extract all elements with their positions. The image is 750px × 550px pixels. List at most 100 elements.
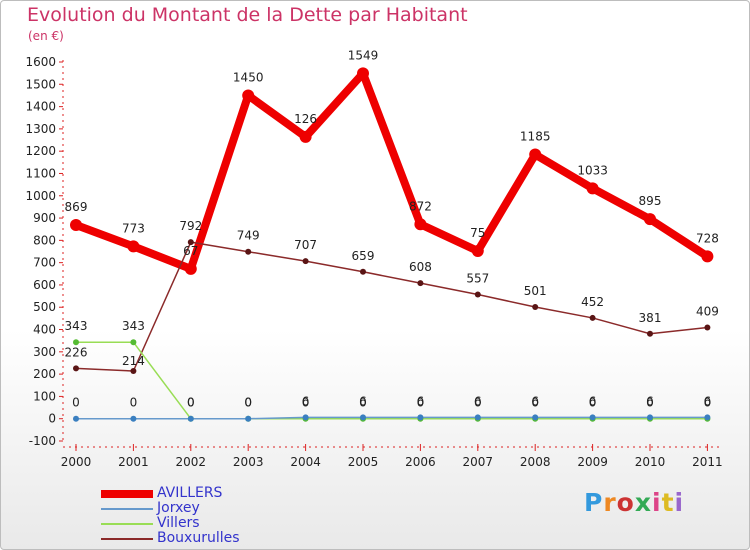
x-tick-label: 2011 <box>692 455 723 469</box>
legend-label-jorxey: Jorxey <box>157 500 200 516</box>
data-label-villers: 0 <box>531 396 539 410</box>
data-point-avillers <box>644 213 656 226</box>
data-point-bouxurulles <box>647 330 653 337</box>
data-point-bouxurulles <box>245 248 252 255</box>
data-label-jorxey: 0 <box>244 396 252 410</box>
data-label-bouxurulles: 557 <box>466 272 489 286</box>
data-label-bouxurulles: 501 <box>524 284 547 298</box>
data-label-jorxey: 6 <box>704 394 712 408</box>
series-line-bouxurulles <box>75 241 709 372</box>
data-label-villers: 343 <box>65 319 88 333</box>
data-label-avillers: 869 <box>65 200 88 214</box>
data-label-villers: 0 <box>359 396 367 410</box>
data-label-avillers: 1033 <box>577 163 608 177</box>
y-tick-label: -100 <box>29 434 56 448</box>
data-label-jorxey: 6 <box>474 394 482 408</box>
data-label-villers: 0 <box>589 396 597 410</box>
data-point-avillers <box>242 89 255 102</box>
y-tick-label: 800 <box>33 233 56 247</box>
y-tick-label: 1600 <box>25 55 56 69</box>
data-label-bouxurulles: 792 <box>179 219 202 233</box>
data-point-avillers <box>701 250 714 263</box>
data-label-villers: 0 <box>417 396 425 410</box>
y-tick-label: 1200 <box>25 144 56 158</box>
data-point-jorxey <box>474 414 481 421</box>
series-line-avillers <box>72 69 712 273</box>
x-tick-label: 2001 <box>118 455 149 469</box>
x-tick-label: 2000 <box>61 455 92 469</box>
legend-swatch-bouxurulles <box>101 538 153 540</box>
data-point-avillers <box>70 218 82 231</box>
legend-swatch-villers <box>101 523 153 525</box>
chart-data-labels: 869 773 67 1450 126 1549 872 75 1185 1033 895 728 0 0… <box>65 48 719 409</box>
data-label-bouxurulles: 214 <box>122 354 145 368</box>
logo-letter: r <box>603 488 617 517</box>
y-tick-label: 700 <box>33 256 56 270</box>
data-point-bouxurulles <box>704 324 711 331</box>
data-label-jorxey: 6 <box>359 394 367 408</box>
legend-label-bouxurulles: Bouxurulles <box>157 530 240 546</box>
data-point-bouxurulles <box>73 365 79 372</box>
data-label-jorxey: 0 <box>187 396 195 410</box>
data-label-villers: 343 <box>122 319 145 333</box>
chart-axes: -100010020030040050060070080090010001100… <box>25 55 722 469</box>
legend-label-villers: Villers <box>157 515 200 531</box>
y-tick-label: 400 <box>33 323 56 337</box>
data-label-villers: 0 <box>244 396 252 410</box>
data-label-villers: 0 <box>704 396 712 410</box>
data-label-avillers: 67 <box>183 244 198 258</box>
series-line-villers <box>75 341 709 420</box>
data-point-jorxey <box>704 414 711 421</box>
data-point-jorxey <box>417 414 424 421</box>
data-label-villers: 0 <box>474 396 482 410</box>
data-point-avillers <box>357 67 369 80</box>
x-tick-label: 2005 <box>348 455 379 469</box>
data-point-avillers <box>586 182 599 195</box>
data-label-bouxurulles: 608 <box>409 260 432 274</box>
data-label-villers: 0 <box>646 396 654 410</box>
data-label-bouxurulles: 659 <box>352 249 375 263</box>
proxiti-logo: Proxiti <box>584 488 684 517</box>
data-point-jorxey <box>589 414 596 421</box>
chart-title: Evolution du Montant de la Dette par Hab… <box>27 4 468 26</box>
legend-swatch-avillers <box>101 490 153 498</box>
logo-letter: o <box>616 488 635 517</box>
y-tick-label: 500 <box>33 300 56 314</box>
data-label-jorxey: 6 <box>417 394 425 408</box>
data-label-avillers: 1450 <box>233 70 264 84</box>
logo-letter: i <box>674 488 685 517</box>
data-label-bouxurulles: 226 <box>65 345 88 359</box>
data-label-avillers: 1549 <box>348 48 379 62</box>
data-label-bouxurulles: 749 <box>237 229 260 243</box>
data-label-bouxurulles: 409 <box>696 305 719 319</box>
data-point-jorxey <box>73 415 79 422</box>
y-tick-label: 300 <box>33 345 56 359</box>
y-tick-label: 100 <box>33 389 56 403</box>
x-tick-label: 2008 <box>520 455 551 469</box>
series-line-jorxey <box>75 416 709 420</box>
data-point-bouxurulles <box>302 258 309 265</box>
data-label-jorxey: 6 <box>531 394 539 408</box>
data-label-jorxey: 0 <box>130 396 138 410</box>
data-label-avillers: 773 <box>122 221 145 235</box>
x-tick-label: 2010 <box>635 455 666 469</box>
data-label-villers: 0 <box>187 396 195 410</box>
data-label-bouxurulles: 381 <box>639 311 662 325</box>
data-point-jorxey <box>532 414 539 421</box>
data-point-avillers <box>184 262 197 275</box>
data-label-avillers: 75 <box>470 226 485 240</box>
data-point-jorxey <box>130 415 137 422</box>
x-tick-label: 2003 <box>233 455 264 469</box>
data-point-bouxurulles <box>187 239 194 246</box>
x-tick-label: 2009 <box>577 455 608 469</box>
y-tick-label: 0 <box>48 412 56 426</box>
data-label-jorxey: 6 <box>302 394 310 408</box>
data-point-avillers <box>414 218 427 231</box>
data-point-bouxurulles <box>360 268 366 275</box>
chart-unit-label: (en €) <box>28 29 64 43</box>
y-tick-label: 200 <box>33 367 56 381</box>
data-point-avillers <box>529 148 542 161</box>
data-label-avillers: 728 <box>696 231 719 245</box>
